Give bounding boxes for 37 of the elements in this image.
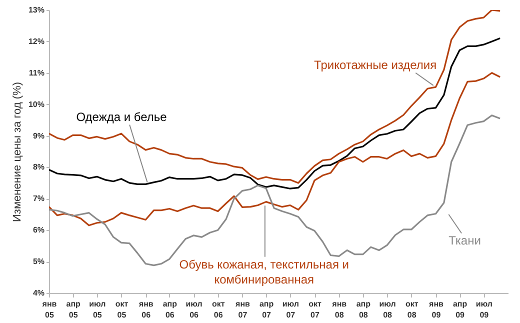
y-tick-label: 12%: [28, 36, 44, 46]
line-series: [49, 72, 501, 226]
x-tick-label: янв 08: [332, 300, 347, 320]
y-tick-label: 11%: [28, 68, 44, 78]
x-tick-label: окт 06: [212, 300, 225, 320]
x-tick-label: апр 08: [356, 300, 371, 320]
text: Обувь кожаная, текстильная и комбинированная: [179, 258, 349, 287]
x-tick-label: янв 07: [236, 300, 250, 320]
legend-label: Ткани: [448, 233, 481, 248]
line-series: [49, 38, 501, 190]
x-tick-label: июл 08: [379, 300, 396, 320]
y-tick-label: 7%: [32, 194, 44, 204]
x-tick-label: окт 08: [405, 300, 418, 320]
y-tick-label: 9%: [32, 131, 44, 140]
x-tick-label: апр 06: [162, 300, 178, 320]
y-tick-label: 10%: [28, 100, 44, 109]
x-tick-label: апр 05: [66, 300, 81, 320]
text: Одежда и белье: [76, 110, 168, 124]
y-tick-label: 8%: [32, 162, 44, 172]
x-tick-label: июл 07: [282, 300, 299, 320]
x-tick-label: июл 05: [89, 300, 106, 320]
series-label: Трикотажные изделия: [314, 58, 437, 72]
x-tick-label: апр 09: [452, 300, 468, 320]
x-tick-label: июл 09: [476, 300, 492, 320]
x-tick-label: окт 07: [308, 300, 322, 320]
y-tick-label: 13%: [28, 6, 44, 14]
x-tick-label: янв 06: [138, 300, 154, 320]
x-tick-label: янв 09: [429, 300, 444, 320]
y-tick-label: 6%: [32, 226, 44, 235]
x-tick-label: янв 05: [42, 300, 57, 320]
line-series: [49, 10, 501, 184]
y-tick-label: 4%: [32, 288, 44, 298]
x-tick-label: окт 05: [115, 300, 128, 320]
x-tick-label: июл 06: [186, 300, 202, 320]
x-tick-label: апр 07: [259, 300, 274, 320]
y-tick-label: 5%: [32, 257, 44, 266]
y-axis-title: Изменение цены за год (%): [11, 82, 24, 222]
